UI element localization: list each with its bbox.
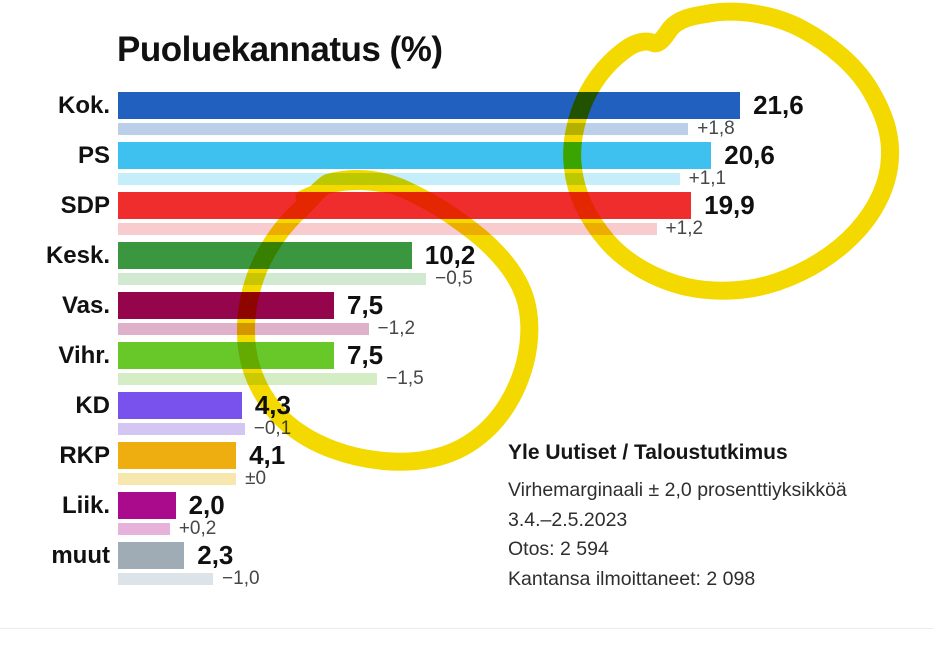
party-label: SDP <box>60 192 110 219</box>
source-respondents: Kantansa ilmoittaneet: 2 098 <box>508 567 756 590</box>
source-date-range: 3.4.–2.5.2023 <box>508 508 628 531</box>
party-label: Kok. <box>57 92 110 119</box>
value-label: 21,6 <box>753 90 804 120</box>
source-sample-size: Otos: 2 594 <box>508 538 609 560</box>
change-label: +0,2 <box>178 518 217 539</box>
previous-value-bar <box>118 123 689 135</box>
current-value-bar <box>118 292 334 319</box>
change-label: −0,1 <box>253 418 292 439</box>
current-value-bar <box>118 392 242 419</box>
value-label: 4,3 <box>254 390 291 420</box>
change-label: ±0 <box>245 468 267 489</box>
previous-value-bar <box>118 173 680 185</box>
current-value-bar <box>118 342 334 369</box>
change-label: −0,5 <box>435 268 473 289</box>
current-value-bar <box>118 242 412 269</box>
party-label: PS <box>77 142 110 169</box>
source-block: Yle Uutiset / Taloustutkimus Virhemargin… <box>508 441 847 594</box>
previous-value-bar <box>118 523 170 535</box>
value-label: 7,5 <box>347 290 384 320</box>
current-value-bar <box>118 142 712 169</box>
previous-value-bar <box>118 473 237 485</box>
current-value-bar <box>118 92 741 119</box>
party-label: Liik. <box>61 492 110 519</box>
current-value-bar <box>118 192 692 219</box>
bottom-divider <box>0 628 933 629</box>
party-label: KD <box>75 392 110 419</box>
change-label: +1,2 <box>665 218 704 239</box>
value-label: 7,5 <box>347 340 384 370</box>
previous-value-bar <box>118 573 214 585</box>
change-label: −1,5 <box>386 368 424 389</box>
current-value-bar <box>118 442 237 469</box>
current-value-bar <box>118 492 176 519</box>
change-label: −1,2 <box>377 318 416 339</box>
value-label: 10,2 <box>424 240 476 270</box>
change-label: −1,0 <box>222 568 260 589</box>
previous-value-bar <box>118 373 378 385</box>
change-label: +1,1 <box>688 168 727 189</box>
value-label: 20,6 <box>724 140 775 170</box>
previous-value-bar <box>118 223 657 235</box>
previous-value-bar <box>118 423 245 435</box>
chart-title: Puoluekannatus (%) <box>117 30 443 69</box>
previous-value-bar <box>118 323 369 335</box>
value-label: 2,3 <box>197 540 234 570</box>
party-label: Kesk. <box>45 242 110 269</box>
source-margin-of-error: Virhemarginaali ± 2,0 prosenttiyksikköä <box>508 479 847 501</box>
party-label: muut <box>51 542 110 569</box>
party-label: Vihr. <box>58 342 110 369</box>
value-label: 4,1 <box>249 440 286 470</box>
previous-value-bar <box>118 273 427 285</box>
current-value-bar <box>118 542 185 569</box>
party-label: RKP <box>59 442 110 469</box>
party-label: Vas. <box>61 292 110 319</box>
change-label: +1,8 <box>697 118 735 139</box>
value-label: 19,9 <box>704 190 755 220</box>
source-title: Yle Uutiset / Taloustutkimus <box>508 441 788 464</box>
value-label: 2,0 <box>188 490 225 520</box>
